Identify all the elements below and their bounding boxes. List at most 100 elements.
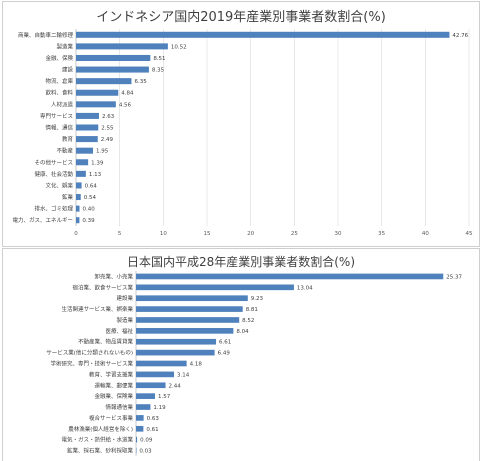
indonesia-value-label: 8.35	[152, 68, 165, 74]
indonesia-value-label: 8.51	[153, 56, 165, 62]
japan-category-label: 農林漁業(個人経営を除く)	[68, 425, 133, 433]
japan-bar	[136, 360, 187, 367]
indonesia-x-tick-label: 0	[74, 231, 78, 237]
japan-category-label: 学術研究、専門・技術サービス業	[50, 360, 133, 368]
indonesia-value-label: 1.95	[96, 149, 109, 155]
japan-value-label: 8.81	[246, 307, 258, 313]
indonesia-bar	[76, 124, 99, 131]
japan-bar	[136, 371, 175, 378]
japan-value-label: 1.57	[158, 394, 171, 400]
japan-category-label: 生活関連サービス業、娯楽業	[61, 305, 133, 313]
indonesia-category-label: 飲料、食料	[45, 89, 73, 97]
japan-category-label: サービス業(他に分類されないもの)	[46, 349, 133, 357]
japan-value-label: 6.49	[218, 351, 231, 357]
indonesia-value-label: 0.40	[82, 207, 95, 213]
japan-category-label: 卸売業、小売業	[94, 272, 133, 280]
indonesia-category-label: 専門サービス	[40, 112, 73, 120]
japan-category-label: 金融業、保険業	[94, 392, 133, 400]
indonesia-bar	[76, 31, 450, 38]
indonesia-value-label: 2.63	[102, 114, 115, 120]
japan-value-label: 0.63	[147, 416, 160, 422]
japan-value-label: 1.19	[153, 405, 166, 411]
japan-category-label: 不動産業、物品賃貸業	[78, 338, 134, 346]
indonesia-value-label: 10.52	[171, 44, 187, 50]
japan-value-label: 0.09	[140, 438, 153, 444]
indonesia-bar	[76, 43, 168, 50]
indonesia-x-tick-label: 15	[204, 231, 211, 237]
indonesia-chart-title: インドネシア国内2019年産業別事業者数割合(%)	[96, 10, 386, 25]
japan-bar	[136, 425, 144, 432]
japan-category-label: 教育、学習支援業	[89, 370, 134, 378]
indonesia-bar	[76, 147, 94, 154]
japan-value-label: 2.44	[169, 383, 182, 389]
japan-chart-title: 日本国内平成28年産業別事業者数割合(%)	[126, 255, 356, 269]
indonesia-bar	[76, 159, 89, 166]
japan-value-label: 0.03	[139, 449, 152, 455]
indonesia-value-label: 6.35	[134, 79, 147, 85]
indonesia-category-label: 建設	[62, 66, 74, 74]
japan-category-label: 鉱業、採石業、砂利採取業	[67, 447, 134, 455]
indonesia-category-label: その他サービス	[34, 158, 73, 166]
indonesia-chart-panel: インドネシア国内2019年産業別事業者数割合(%) 商業、自動車二輪修理 42.7…	[2, 1, 480, 247]
indonesia-bar	[76, 66, 149, 73]
japan-bar	[136, 273, 444, 280]
indonesia-category-label: 文化、娯楽	[45, 181, 73, 189]
indonesia-x-tick-label: 25	[291, 231, 298, 237]
indonesia-x-tick-label: 45	[466, 231, 473, 237]
japan-bar	[136, 306, 243, 312]
indonesia-category-label: 不動産	[56, 147, 73, 155]
indonesia-category-label: 人材派遣	[51, 100, 74, 108]
indonesia-x-tick-label: 10	[160, 231, 167, 237]
japan-bar	[136, 349, 215, 356]
indonesia-category-label: 情報、通信	[45, 124, 73, 132]
indonesia-bar	[76, 78, 132, 85]
japan-category-label: 医療、福祉	[105, 327, 133, 335]
indonesia-bar	[76, 112, 99, 119]
japan-category-label: 運輸業、郵便業	[94, 381, 133, 389]
indonesia-bar	[76, 136, 98, 143]
indonesia-category-label: 金融、保険	[45, 54, 73, 62]
indonesia-bar	[76, 194, 81, 201]
japan-bar	[136, 295, 248, 302]
japan-category-label: 宿泊業、飲食サービス業	[72, 283, 133, 291]
indonesia-bar	[76, 54, 151, 61]
japan-chart-panel: 日本国内平成28年産業別事業者数割合(%) 卸売業、小売業 25.37 宿泊業、飲食…	[2, 248, 480, 461]
japan-bar	[136, 404, 151, 410]
indonesia-category-label: 製造業	[56, 42, 73, 50]
indonesia-value-label: 42.76	[452, 33, 468, 39]
indonesia-value-label: 0.54	[84, 195, 97, 201]
indonesia-value-label: 1.39	[91, 160, 104, 166]
japan-bar	[136, 338, 217, 345]
japan-value-label: 8.04	[236, 329, 249, 335]
japan-bar	[136, 382, 166, 389]
indonesia-category-label: 鉱業	[62, 193, 74, 201]
indonesia-value-label: 4.56	[119, 102, 132, 108]
indonesia-category-label: 排水、ゴミ処理	[34, 205, 73, 213]
japan-value-label: 8.52	[242, 318, 254, 324]
japan-value-label: 6.61	[219, 340, 231, 346]
indonesia-category-label: 物流、倉庫	[45, 77, 73, 85]
japan-bar	[136, 436, 138, 443]
indonesia-bar-chart: 商業、自動車二輪修理 42.76 製造業 10.52 金融、保険 8.51 建設 8.35 物流…	[12, 29, 473, 237]
indonesia-value-label: 4.84	[121, 91, 134, 97]
indonesia-bar	[76, 217, 80, 224]
indonesia-value-label: 2.55	[101, 126, 114, 132]
indonesia-value-label: 1.13	[89, 172, 102, 178]
japan-value-label: 4.18	[190, 362, 203, 368]
japan-category-label: 製造業	[116, 316, 133, 324]
japan-category-label: 建設業	[116, 294, 133, 302]
indonesia-category-label: 商業、自動車二輪修理	[18, 31, 74, 39]
indonesia-value-label: 0.64	[85, 183, 98, 189]
japan-value-label: 0.61	[146, 427, 158, 433]
indonesia-category-label: 教育	[62, 135, 74, 143]
indonesia-bar	[76, 89, 119, 96]
indonesia-category-label: 電力、ガス、エネルギー	[12, 216, 73, 224]
japan-value-label: 13.04	[297, 285, 313, 291]
indonesia-x-tick-label: 5	[118, 231, 122, 237]
japan-category-label: 電気・ガス・熱供給・水道業	[61, 436, 133, 444]
indonesia-x-tick-label: 40	[422, 231, 429, 237]
japan-bar	[136, 393, 156, 399]
japan-category-label: 情報通信業	[105, 403, 133, 411]
indonesia-category-label: 健康、社会活動	[34, 170, 73, 178]
